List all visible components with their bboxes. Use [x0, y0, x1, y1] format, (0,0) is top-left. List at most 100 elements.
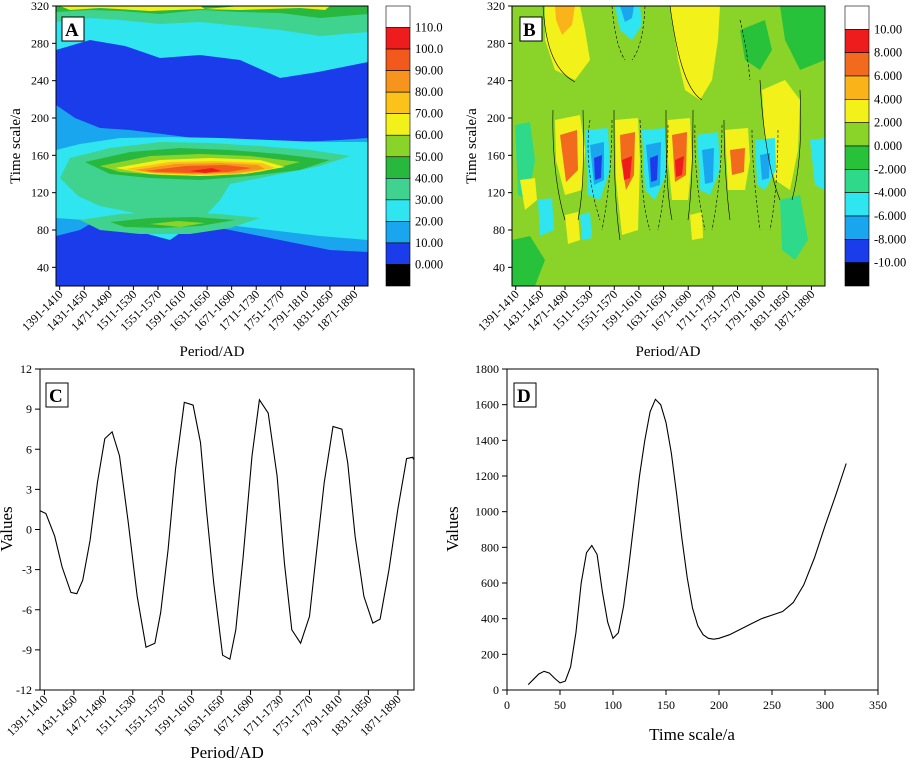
panel-d: 0 200 400 600 800 1000 1200 1400 1600 1800 0 50 100 1… — [443, 362, 887, 744]
contour-b-neg-4-peak — [650, 155, 658, 182]
d-ytick-label: 400 — [481, 612, 499, 626]
dash-line-2 — [601, 119, 613, 231]
b-ytick-label: 120 — [487, 186, 505, 200]
contour-b-pos-1-core — [555, 6, 575, 35]
panel-b-label: B — [523, 20, 536, 41]
dash-line-1 — [587, 119, 601, 221]
contour-b-pos-9 — [565, 212, 580, 244]
dash-line-7 — [751, 129, 761, 231]
colorbar-a: 110.0 100.0 90.00 80.00 70.00 60.00 50.00 40.00… — [385, 5, 443, 287]
axes-d: 0 200 400 600 800 1000 1200 1400 1600 1800 0 50 100 1… — [475, 362, 887, 712]
line-d-series — [527, 398, 847, 685]
dash-line-11 — [739, 19, 751, 81]
contour-b-neg-10 — [780, 195, 808, 260]
contour-b-neg-11 — [512, 236, 545, 286]
contour-b-dashed-lines — [587, 6, 779, 231]
dash-line-3 — [639, 119, 651, 231]
c-ytick-label: -9 — [22, 643, 32, 657]
panel-d-ylabel: Values — [443, 506, 462, 551]
contour-a-70-top — [60, 6, 330, 11]
a-colorbar-swatch — [385, 113, 411, 136]
b-colorbar-label: 0.000 — [874, 139, 902, 153]
b-ytick-label: 240 — [487, 74, 505, 88]
d-xtick-label: 200 — [710, 698, 728, 712]
b-colorbar-swatch — [844, 29, 870, 53]
contour-b-solid-lines — [542, 6, 802, 241]
contour-a-0-bottom — [56, 248, 368, 286]
dash-line-5 — [694, 124, 706, 231]
dash-line-8 — [769, 129, 779, 231]
solid-line-5 — [687, 109, 694, 221]
contour-b-pos-7-core — [730, 148, 745, 175]
b-colorbar-label: 2.000 — [874, 116, 902, 130]
a-colorbar-swatch — [385, 70, 411, 93]
b-colorbar-label: -10.00 — [874, 256, 906, 270]
d-xtick-label: 250 — [763, 698, 781, 712]
plot-a-frame — [55, 5, 369, 287]
b-ytick-label: 200 — [487, 111, 505, 125]
dash-line-6 — [711, 124, 723, 231]
contour-b-neg-13 — [780, 6, 825, 70]
d-xtick-label: 100 — [604, 698, 622, 712]
contour-b-pos-6-peak — [675, 156, 684, 177]
contour-a-50-low — [150, 221, 205, 227]
panel-b: 40801201602002402803201391-14101431-1450… — [464, 0, 906, 360]
contour-b-neg-5-core — [702, 148, 714, 184]
c-ytick-label: -12 — [16, 683, 32, 697]
b-colorbar-swatch — [844, 99, 870, 123]
d-ytick-label: 1200 — [475, 469, 499, 483]
contour-b-pos-10 — [690, 212, 703, 240]
a-colorbar-swatch — [385, 27, 411, 50]
d-xtick-label: 50 — [554, 698, 566, 712]
a-colorbar-label: 0.000 — [415, 257, 443, 271]
d-ytick-label: 600 — [481, 576, 499, 590]
c-ytick-label: 0 — [26, 523, 32, 537]
a-colorbar-swatch — [385, 156, 411, 179]
colorbar-b: 10.00 8.000 6.000 4.000 2.000 0.000 -2.000 -4.0… — [844, 5, 906, 287]
b-colorbar-swatch — [844, 75, 870, 100]
a-colorbar-label: 70.00 — [415, 107, 443, 121]
panel-c-label: C — [49, 386, 63, 407]
solid-line-2 — [577, 109, 584, 221]
a-colorbar-swatch — [385, 264, 411, 287]
a-colorbar-label: 40.00 — [415, 171, 443, 185]
plot-b-frame — [511, 5, 826, 287]
b-colorbar-swatch — [844, 262, 870, 287]
c-ytick-label: -3 — [22, 563, 32, 577]
a-ytick-label: 120 — [31, 186, 49, 200]
b-colorbar-swatch — [844, 52, 870, 77]
a-colorbar-label: 50.00 — [415, 150, 443, 164]
solid-line-3 — [613, 109, 621, 241]
contour-a-90 — [145, 165, 252, 173]
panel-c-xlabel: Period/AD — [190, 743, 264, 762]
contour-b-pos-4-core — [560, 130, 578, 182]
contour-b-neg-9 — [580, 212, 592, 240]
panel-b-ylabel: Time scale/a — [464, 108, 480, 184]
axes-c: -12-9-6-30369121391-14101431-14501471-14… — [4, 362, 404, 739]
b-colorbar-swatch — [844, 5, 870, 30]
b-colorbar-label: 10.00 — [874, 22, 902, 36]
c-ytick-label: 3 — [26, 482, 32, 496]
solid-line-10 — [669, 6, 703, 101]
panel-b-label-box — [519, 16, 543, 42]
panel-d-label-box — [513, 382, 537, 408]
heatmap-a-fill — [56, 6, 368, 286]
d-xtick-label: 150 — [657, 698, 675, 712]
contour-a-100 — [190, 168, 222, 173]
panel-c-label-box — [45, 382, 69, 408]
plot-c-frame — [39, 368, 415, 691]
a-ytick-label: 240 — [31, 74, 49, 88]
d-ytick-label: 800 — [481, 540, 499, 554]
contour-b-neg-1-core — [620, 6, 634, 22]
panel-a-label-box — [61, 16, 85, 42]
panel-d-xlabel: Time scale/a — [649, 725, 735, 744]
a-colorbar-swatch — [385, 199, 411, 222]
dash-line-4 — [657, 124, 669, 231]
contour-b-neg-8 — [538, 198, 554, 236]
panel-a-xlabel: Period/AD — [180, 344, 245, 360]
a-ytick-label: 80 — [37, 223, 49, 237]
a-ytick-label: 160 — [31, 148, 49, 162]
a-colorbar-label: 110.0 — [415, 21, 443, 35]
contour-b-pos-2 — [670, 6, 720, 100]
contour-b-pos-8 — [520, 178, 537, 210]
